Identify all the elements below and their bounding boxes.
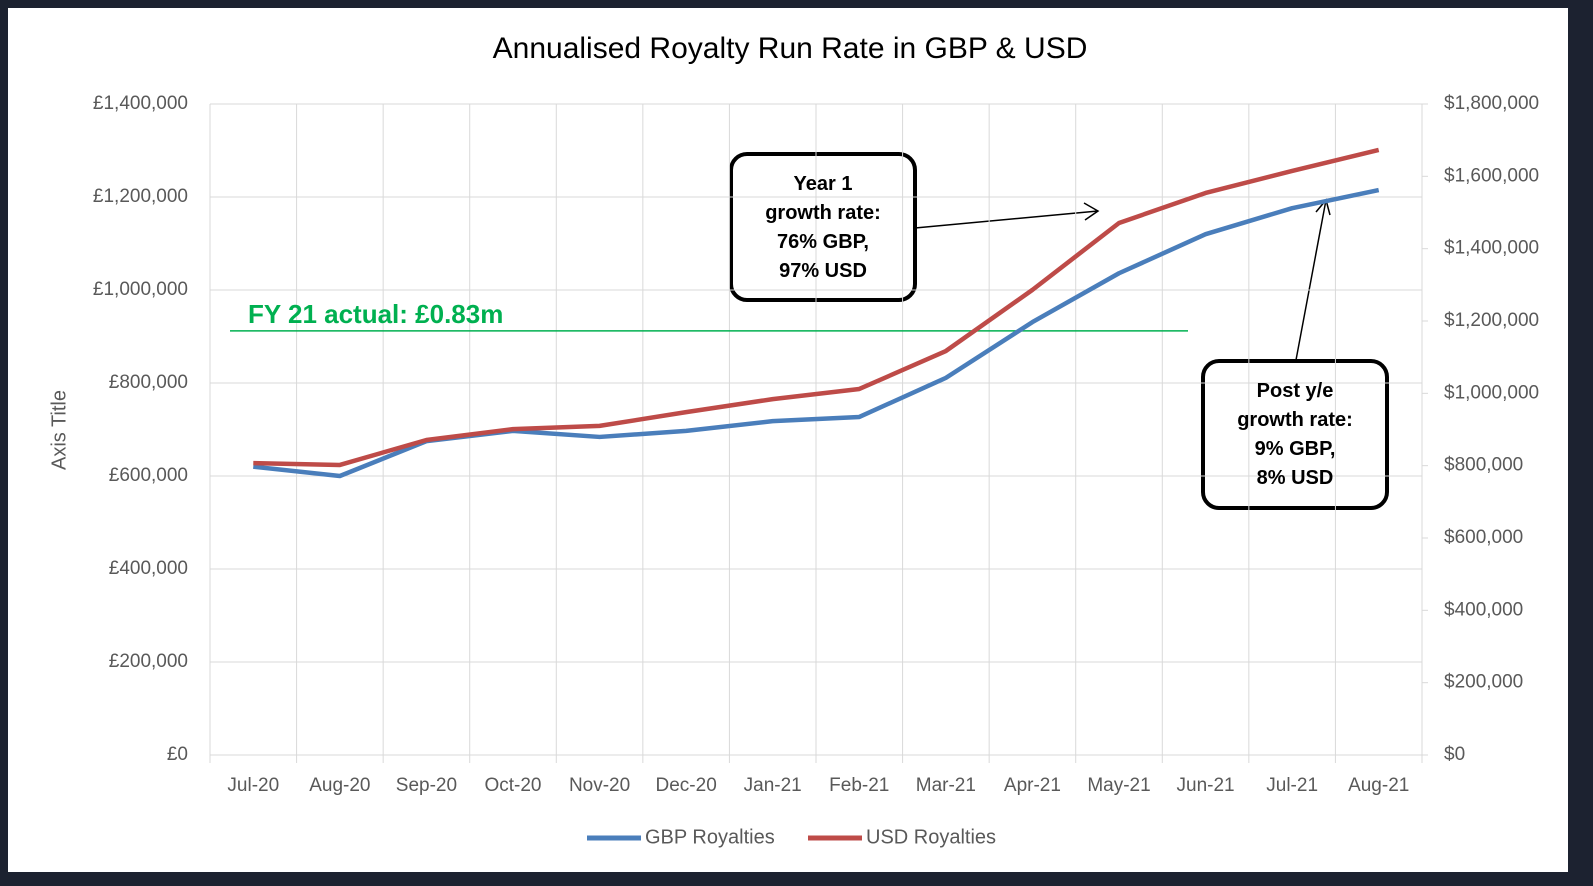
x-tick-label: Aug-20	[309, 775, 370, 796]
x-tick-label: Jul-21	[1266, 775, 1318, 796]
callout-text: 97% USD	[779, 260, 867, 282]
y-axis-title: Axis Title	[48, 390, 70, 470]
x-tick-label: Feb-21	[829, 775, 889, 796]
y2-tick-label: $1,200,000	[1444, 310, 1539, 331]
callout-text: 8% USD	[1257, 467, 1334, 489]
x-tick-label: Mar-21	[916, 775, 976, 796]
y-tick-label: £0	[167, 744, 188, 765]
y-tick-label: £200,000	[109, 651, 188, 672]
x-tick-label: Dec-20	[656, 775, 717, 796]
y-tick-label: £1,200,000	[93, 186, 188, 207]
callout-text: growth rate:	[1237, 409, 1353, 431]
y2-tick-label: $1,000,000	[1444, 382, 1539, 403]
y-tick-label: £400,000	[109, 558, 188, 579]
callout-text: 9% GBP,	[1255, 438, 1336, 460]
x-tick-label: Aug-21	[1348, 775, 1409, 796]
y2-tick-label: $0	[1444, 744, 1465, 765]
legend-label: USD Royalties	[866, 826, 996, 848]
callout-arrow	[1295, 199, 1327, 361]
x-tick-label: Sep-20	[396, 775, 457, 796]
reference-label: FY 21 actual: £0.83m	[248, 299, 503, 329]
y2-tick-label: $200,000	[1444, 672, 1523, 693]
x-tick-label: Nov-20	[569, 775, 630, 796]
x-tick-label: Jun-21	[1177, 775, 1235, 796]
y-tick-label: £800,000	[109, 372, 188, 393]
y2-tick-label: $1,800,000	[1444, 93, 1539, 114]
y-tick-label: £600,000	[109, 465, 188, 486]
callout-text: growth rate:	[765, 202, 881, 224]
chart-title: Annualised Royalty Run Rate in GBP & USD	[493, 32, 1088, 65]
callout-text: Year 1	[794, 173, 853, 195]
y2-tick-label: $1,600,000	[1444, 165, 1539, 186]
y2-tick-label: $600,000	[1444, 527, 1523, 548]
callout-text: 76% GBP,	[777, 231, 869, 253]
y2-tick-label: $400,000	[1444, 599, 1523, 620]
y-tick-label: £1,000,000	[93, 279, 188, 300]
x-tick-label: Jul-20	[227, 775, 279, 796]
x-tick-label: Jan-21	[744, 775, 802, 796]
y2-tick-label: $800,000	[1444, 455, 1523, 476]
y2-tick-label: $1,400,000	[1444, 238, 1539, 259]
callout-box	[729, 152, 917, 302]
x-tick-label: Oct-20	[484, 775, 541, 796]
x-tick-label: May-21	[1087, 775, 1150, 796]
series-line	[253, 147, 1380, 468]
callout-arrow	[914, 210, 1099, 229]
legend-label: GBP Royalties	[645, 826, 775, 848]
arrow-head	[1083, 202, 1100, 221]
y-tick-label: £1,400,000	[93, 93, 188, 114]
callout-text: Post y/e	[1257, 380, 1334, 402]
x-tick-label: Apr-21	[1004, 775, 1061, 796]
